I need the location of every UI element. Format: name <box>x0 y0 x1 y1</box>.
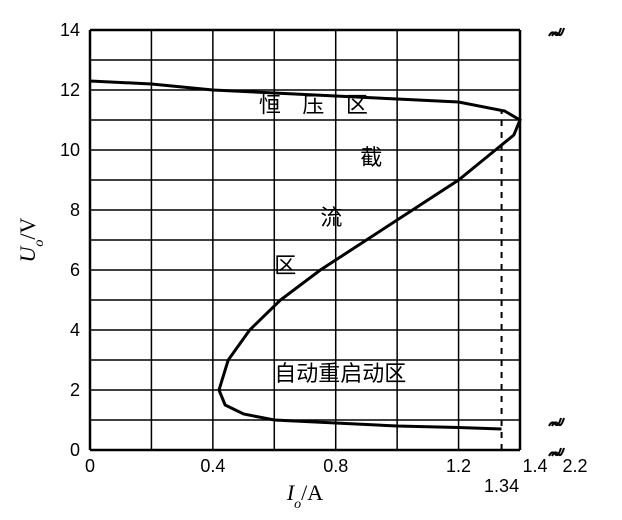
cutoff-region-label: 区 <box>274 253 296 278</box>
x-axis-label: Io/A <box>286 480 323 510</box>
y-tick-label: 14 <box>60 20 80 40</box>
constant-voltage-region-label: 恒 压 区 <box>259 93 376 118</box>
x-tick-label: 0 <box>85 456 95 476</box>
x-tick-label: 0.4 <box>200 456 225 476</box>
y-tick-label: 4 <box>70 320 80 340</box>
auto-restart-region-label: 自动重启动区 <box>274 361 406 386</box>
y-axis-label: Uo/V <box>15 217 47 262</box>
cutoff-region-label: 截 <box>360 145 382 170</box>
y-tick-label: 8 <box>70 200 80 220</box>
y-tick-label: 2 <box>70 380 80 400</box>
chart-svg: 0 2 4 6 8 10 12 14 0 0.4 0.8 1.2 1.4 2.2 1.34 恒 压 区截流区自… <box>10 10 610 510</box>
y-tick-label: 6 <box>70 260 80 280</box>
x-tick-label: 1.2 <box>446 456 471 476</box>
x-tick-label: 0.8 <box>323 456 348 476</box>
y-tick-label: 12 <box>60 80 80 100</box>
x-tick-label: 2.2 <box>562 456 587 476</box>
y-tick-label: 0 <box>70 440 80 460</box>
y-tick-label: 10 <box>60 140 80 160</box>
cutoff-region-label: 流 <box>320 205 342 230</box>
chart-container: 0 2 4 6 8 10 12 14 0 0.4 0.8 1.2 1.4 2.2 1.34 恒 压 区截流区自… <box>10 10 610 510</box>
x-tick-label: 1.4 <box>522 456 547 476</box>
x-special-tick-label: 1.34 <box>484 476 519 496</box>
